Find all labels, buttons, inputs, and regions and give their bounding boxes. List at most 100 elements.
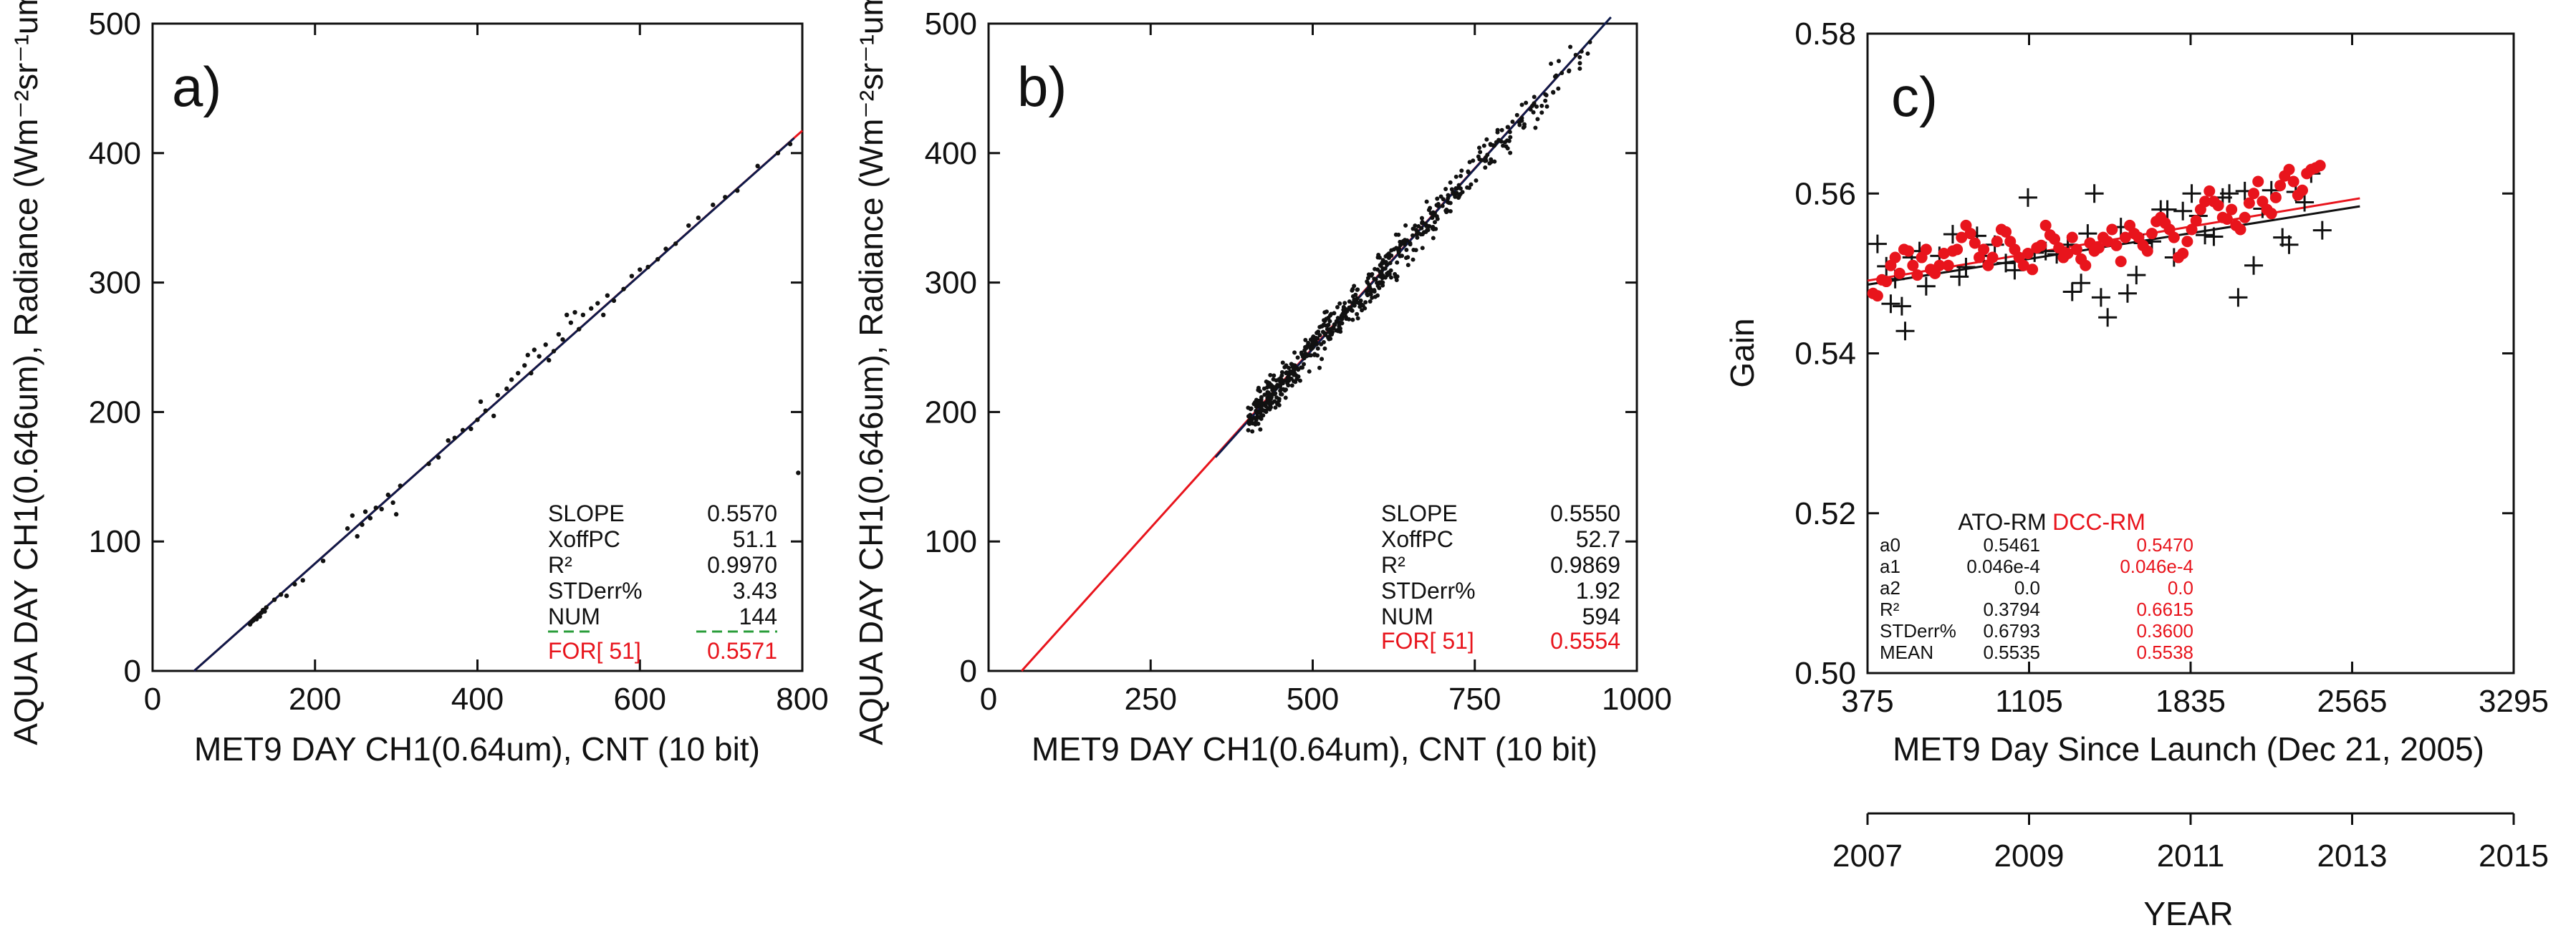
data-point xyxy=(1436,203,1441,208)
data-point xyxy=(577,327,582,332)
data-point xyxy=(1428,206,1433,211)
data-point xyxy=(1506,125,1511,130)
data-point xyxy=(2196,226,2215,245)
data-point xyxy=(1398,253,1403,258)
data-point xyxy=(580,312,586,317)
data-point xyxy=(1368,299,1373,304)
data-point xyxy=(663,246,668,251)
data-point xyxy=(1275,400,1280,405)
data-point xyxy=(1467,185,1472,190)
data-point xyxy=(478,399,484,405)
data-point xyxy=(1307,369,1312,374)
data-point xyxy=(2070,243,2082,256)
data-point xyxy=(1483,165,1488,170)
y-tick-label: 0.56 xyxy=(1794,176,1856,211)
data-point xyxy=(385,492,390,498)
data-point xyxy=(1279,392,1284,397)
data-point xyxy=(1911,269,1923,281)
panel-a-frame xyxy=(151,22,804,672)
data-point xyxy=(1365,276,1370,281)
coef-ato-value: 0.046e-4 xyxy=(1966,556,2040,577)
data-point xyxy=(2212,199,2224,211)
data-point xyxy=(1916,276,1936,296)
data-point xyxy=(1262,392,1267,397)
coef-dcc-value: 0.6615 xyxy=(2136,599,2193,620)
data-point xyxy=(1892,296,1911,316)
data-point xyxy=(551,349,557,354)
data-point xyxy=(2035,239,2047,251)
data-point xyxy=(1329,311,1334,316)
data-point xyxy=(638,267,643,272)
data-point xyxy=(2177,247,2189,259)
data-point xyxy=(1950,267,1969,286)
y-tick-label: 0.54 xyxy=(1794,337,1856,372)
data-point xyxy=(1456,183,1461,188)
data-point xyxy=(1296,374,1301,379)
data-point xyxy=(1387,271,1392,276)
data-point xyxy=(495,392,501,398)
x-tick-label: 250 xyxy=(1125,682,1177,717)
data-point xyxy=(1388,275,1393,280)
data-point xyxy=(1476,145,1481,150)
data-point xyxy=(1283,395,1288,400)
panel-b-scatter: b) MET9 DAY CH1(0.64um), CNT (10 bit) AQ… xyxy=(852,0,1672,768)
stat-label: R² xyxy=(548,552,572,578)
data-point xyxy=(1494,140,1499,145)
data-point xyxy=(1355,296,1360,301)
stat-label: STDerr% xyxy=(548,578,643,604)
coef-dcc-value: 0.0 xyxy=(2168,577,2193,599)
data-point xyxy=(2312,221,2332,240)
y-tick-label: 200 xyxy=(89,395,141,430)
data-point xyxy=(1499,127,1504,132)
data-point xyxy=(2279,235,2299,254)
data-point xyxy=(1369,273,1374,278)
data-point xyxy=(1420,246,1425,251)
x-tick-label: 400 xyxy=(451,682,504,717)
data-point xyxy=(1312,352,1317,357)
data-point xyxy=(2127,266,2146,285)
y-tick-label: 0.50 xyxy=(1794,656,1856,691)
data-point xyxy=(1267,407,1272,412)
data-point xyxy=(2000,226,2012,238)
data-point xyxy=(2220,184,2239,203)
data-point xyxy=(1495,130,1500,135)
year-tick-label: 2013 xyxy=(2317,838,2388,874)
data-point xyxy=(1871,290,1883,302)
coef-dcc-value: 0.5538 xyxy=(2136,642,2193,663)
year-axis-label: YEAR xyxy=(2143,895,2233,932)
data-point xyxy=(572,309,577,315)
coef-ato-value: 0.5461 xyxy=(1983,534,2040,556)
y-tick-label: 400 xyxy=(925,136,977,171)
data-point xyxy=(1556,59,1561,64)
y-tick-label: 500 xyxy=(925,6,977,42)
data-point xyxy=(1273,405,1278,410)
data-point xyxy=(2145,228,2158,240)
data-point xyxy=(1326,315,1331,320)
data-point xyxy=(1502,140,1507,145)
data-point xyxy=(2252,175,2264,188)
data-point xyxy=(1310,341,1315,346)
data-point xyxy=(2295,193,2315,212)
data-point xyxy=(1405,263,1410,268)
data-point xyxy=(1956,231,1968,243)
data-point xyxy=(1539,110,1544,115)
data-point xyxy=(1331,326,1336,331)
stat-label: SLOPE xyxy=(548,501,625,526)
data-point xyxy=(605,293,610,298)
data-point xyxy=(2314,160,2326,172)
data-point xyxy=(1249,417,1254,422)
stat-value: 51.1 xyxy=(733,526,777,552)
data-point xyxy=(452,435,457,440)
data-point xyxy=(1258,427,1263,432)
data-point xyxy=(355,533,360,539)
data-point xyxy=(1453,174,1458,179)
data-point xyxy=(1378,263,1383,268)
data-point xyxy=(2141,245,2153,257)
data-point xyxy=(1325,327,1330,332)
coef-row-label: MEAN xyxy=(1880,642,1933,663)
data-point xyxy=(1453,194,1458,199)
data-point xyxy=(1549,62,1554,67)
data-point xyxy=(1307,353,1312,358)
data-point xyxy=(373,505,378,511)
data-point xyxy=(1991,236,2003,248)
